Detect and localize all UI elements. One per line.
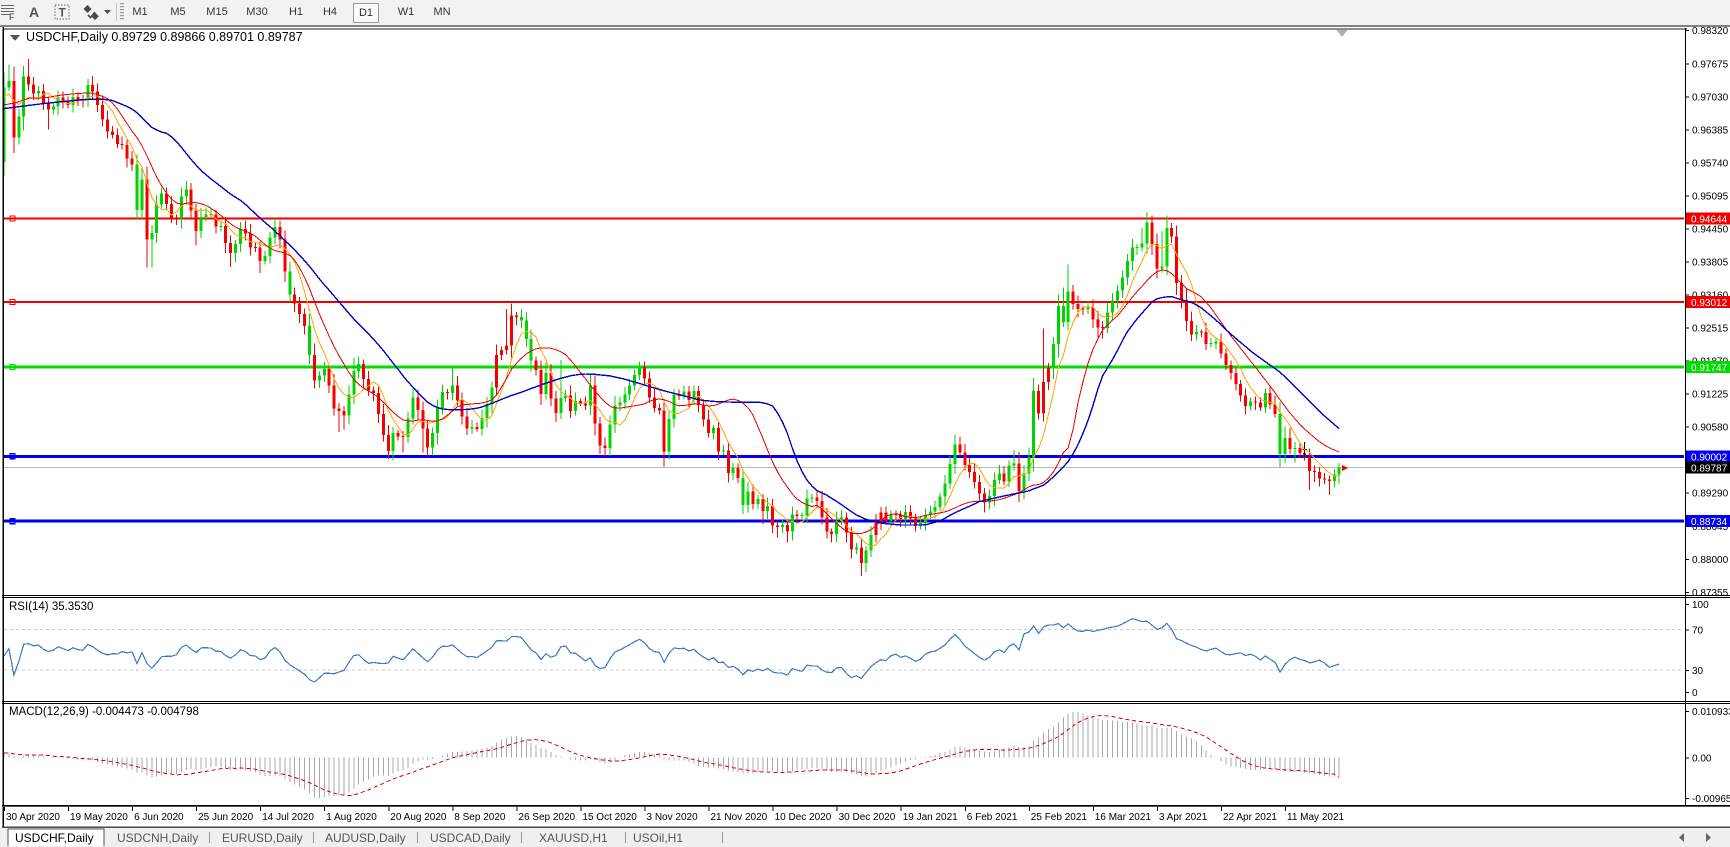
svg-text:30 Apr 2020: 30 Apr 2020 [6, 812, 60, 823]
svg-text:0.88645: 0.88645 [1692, 522, 1729, 533]
svg-text:6 Feb 2021: 6 Feb 2021 [967, 812, 1018, 823]
svg-text:USDCHF,Daily 0.89729 0.89866: USDCHF,Daily 0.89729 0.89866 0.89701 0.8… [26, 30, 303, 44]
svg-text:0.90580: 0.90580 [1692, 423, 1729, 434]
svg-text:EURUSD,Daily: EURUSD,Daily [222, 831, 303, 845]
svg-text:19 May 2020: 19 May 2020 [70, 812, 128, 823]
svg-text:0.97030: 0.97030 [1692, 92, 1729, 103]
svg-text:0.96385: 0.96385 [1692, 125, 1729, 136]
svg-text:0.94450: 0.94450 [1692, 224, 1729, 235]
svg-text:T: T [59, 6, 67, 20]
svg-text:22 Apr 2021: 22 Apr 2021 [1223, 812, 1277, 823]
svg-text:USOil,H1: USOil,H1 [633, 831, 683, 845]
svg-text:0.88734: 0.88734 [1691, 517, 1728, 528]
svg-text:0.98320: 0.98320 [1692, 26, 1729, 37]
svg-text:8 Sep 2020: 8 Sep 2020 [454, 812, 506, 823]
svg-text:70: 70 [1692, 626, 1704, 637]
svg-text:MACD(12,26,9) -0.004473 -0.004: MACD(12,26,9) -0.004473 -0.004798 [9, 706, 199, 718]
svg-text:0.95095: 0.95095 [1692, 191, 1729, 202]
svg-text:F: F [9, 12, 15, 22]
svg-text:0.93805: 0.93805 [1692, 258, 1729, 269]
svg-text:30: 30 [1692, 666, 1704, 677]
svg-text:3 Apr 2021: 3 Apr 2021 [1159, 812, 1208, 823]
svg-text:XAUUSD,H1: XAUUSD,H1 [539, 831, 608, 845]
svg-text:1 Aug 2020: 1 Aug 2020 [326, 812, 377, 823]
svg-text:3 Nov 2020: 3 Nov 2020 [647, 812, 699, 823]
svg-text:15 Oct 2020: 15 Oct 2020 [582, 812, 637, 823]
svg-text:USDCHF,Daily: USDCHF,Daily [15, 831, 94, 845]
svg-text:USDCAD,Daily: USDCAD,Daily [430, 831, 511, 845]
svg-text:0.00: 0.00 [1692, 753, 1712, 764]
svg-text:0.91225: 0.91225 [1692, 390, 1729, 401]
svg-text:26 Sep 2020: 26 Sep 2020 [518, 812, 575, 823]
svg-text:A: A [29, 4, 39, 20]
svg-text:0.95740: 0.95740 [1692, 158, 1729, 169]
svg-text:AUDUSD,Daily: AUDUSD,Daily [325, 831, 406, 845]
svg-text:RSI(14) 35.3530: RSI(14) 35.3530 [9, 601, 93, 613]
svg-text:0.94644: 0.94644 [1691, 215, 1728, 226]
svg-text:0.92515: 0.92515 [1692, 324, 1729, 335]
svg-text:0: 0 [1692, 688, 1698, 699]
svg-text:0.93012: 0.93012 [1691, 298, 1728, 309]
svg-text:25 Jun 2020: 25 Jun 2020 [198, 812, 253, 823]
svg-text:6 Jun 2020: 6 Jun 2020 [134, 812, 184, 823]
svg-text:0.91747: 0.91747 [1691, 363, 1728, 374]
svg-text:0.89290: 0.89290 [1692, 489, 1729, 500]
svg-text:0.97675: 0.97675 [1692, 59, 1729, 70]
svg-text:0.88000: 0.88000 [1692, 555, 1729, 566]
svg-text:USDCNH,Daily: USDCNH,Daily [117, 831, 198, 845]
svg-text:19 Jan 2021: 19 Jan 2021 [903, 812, 958, 823]
svg-text:0.87355: 0.87355 [1692, 588, 1729, 599]
svg-text:0.89787: 0.89787 [1691, 463, 1728, 474]
svg-text:10 Dec 2020: 10 Dec 2020 [775, 812, 832, 823]
svg-text:11 May 2021: 11 May 2021 [1287, 812, 1345, 823]
svg-text:100: 100 [1692, 600, 1709, 611]
svg-text:20 Aug 2020: 20 Aug 2020 [390, 812, 447, 823]
svg-text:14 Jul 2020: 14 Jul 2020 [262, 812, 314, 823]
svg-text:21 Nov 2020: 21 Nov 2020 [711, 812, 768, 823]
svg-text:16 Mar 2021: 16 Mar 2021 [1095, 812, 1152, 823]
svg-text:0.90002: 0.90002 [1691, 452, 1728, 463]
svg-text:25 Feb 2021: 25 Feb 2021 [1031, 812, 1088, 823]
svg-text:0.93160: 0.93160 [1692, 291, 1729, 302]
svg-text:30 Dec 2020: 30 Dec 2020 [839, 812, 896, 823]
svg-text:0.010933: 0.010933 [1692, 707, 1730, 718]
